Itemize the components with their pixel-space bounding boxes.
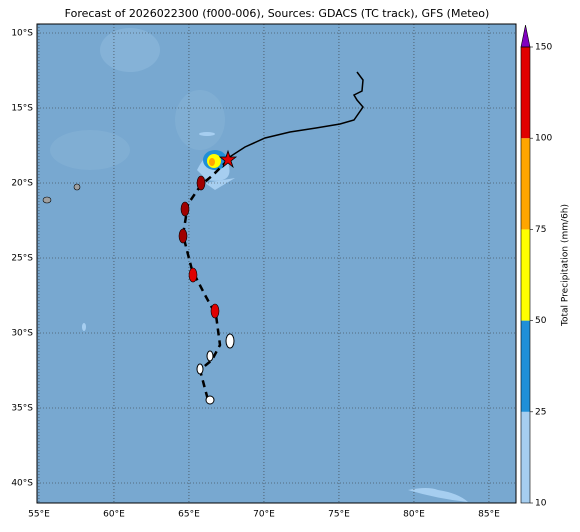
map-area: [36, 23, 517, 504]
current-position: [218, 149, 238, 169]
island: [42, 196, 52, 204]
storm-symbol: [205, 395, 215, 405]
storm-symbol: [188, 267, 198, 283]
storm-symbol: [180, 201, 190, 217]
lon-tick-label: 65°E: [178, 510, 200, 520]
storm-symbol: [225, 333, 235, 349]
colorbar-tick-label: 10: [535, 499, 547, 509]
colorbar-segment: [521, 47, 530, 139]
lon-tick-label: 60°E: [103, 510, 125, 520]
precip-area: [82, 323, 86, 331]
lat-tick-label: 25°S: [11, 254, 33, 264]
colorbar-tick-label: 100: [535, 134, 552, 144]
forecast-track: [181, 159, 229, 401]
map-title: Forecast of 2026022300 (f000-006), Sourc…: [65, 7, 490, 20]
colorbar: 10 25 50 75 100 150: [520, 24, 552, 509]
colorbar-tick-label: 50: [535, 316, 547, 326]
colorbar-tick-label: 25: [535, 407, 546, 417]
ocean: [37, 24, 516, 503]
storm-symbol: [178, 228, 188, 244]
colorbar-extend: [520, 24, 531, 48]
lon-tick-label: 75°E: [328, 510, 350, 520]
lon-tick-label: 55°E: [28, 510, 50, 520]
lat-tick-label: 35°S: [11, 404, 33, 414]
storm-symbols: [178, 149, 238, 405]
cloud: [50, 130, 130, 170]
colorbar-label: Total Precipitation (mm/6h): [561, 204, 571, 327]
storm-symbol: [206, 350, 214, 362]
storm-symbol: [210, 303, 220, 319]
precip-area: [408, 488, 468, 502]
colorbar-segment: [521, 320, 530, 412]
colorbar-tick-label: 150: [535, 43, 552, 53]
observed-track: [227, 71, 364, 159]
colorbar-segment: [521, 229, 530, 321]
precip-area: [199, 132, 215, 136]
colorbar-segment: [521, 411, 530, 503]
island: [73, 183, 81, 191]
lat-tick-label: 15°S: [11, 104, 33, 114]
precip-area: [209, 158, 215, 166]
colorbar-tick-label: 75: [535, 225, 546, 235]
storm-symbol: [196, 175, 206, 191]
storm-symbol: [196, 363, 204, 375]
cloud: [175, 90, 225, 150]
lat-tick-label: 30°S: [11, 329, 33, 339]
colorbar-frame: [520, 46, 531, 504]
map-frame: [36, 23, 517, 504]
lon-tick-label: 85°E: [478, 510, 500, 520]
cloud: [100, 28, 160, 72]
lat-tick-label: 20°S: [11, 179, 33, 189]
lon-tick-label: 70°E: [253, 510, 275, 520]
colorbar-segment: [521, 138, 530, 230]
lat-tick-label: 40°S: [11, 479, 33, 489]
precip-area: [205, 178, 235, 190]
lat-tick-label: 10°S: [11, 29, 33, 39]
lon-tick-label: 80°E: [403, 510, 425, 520]
